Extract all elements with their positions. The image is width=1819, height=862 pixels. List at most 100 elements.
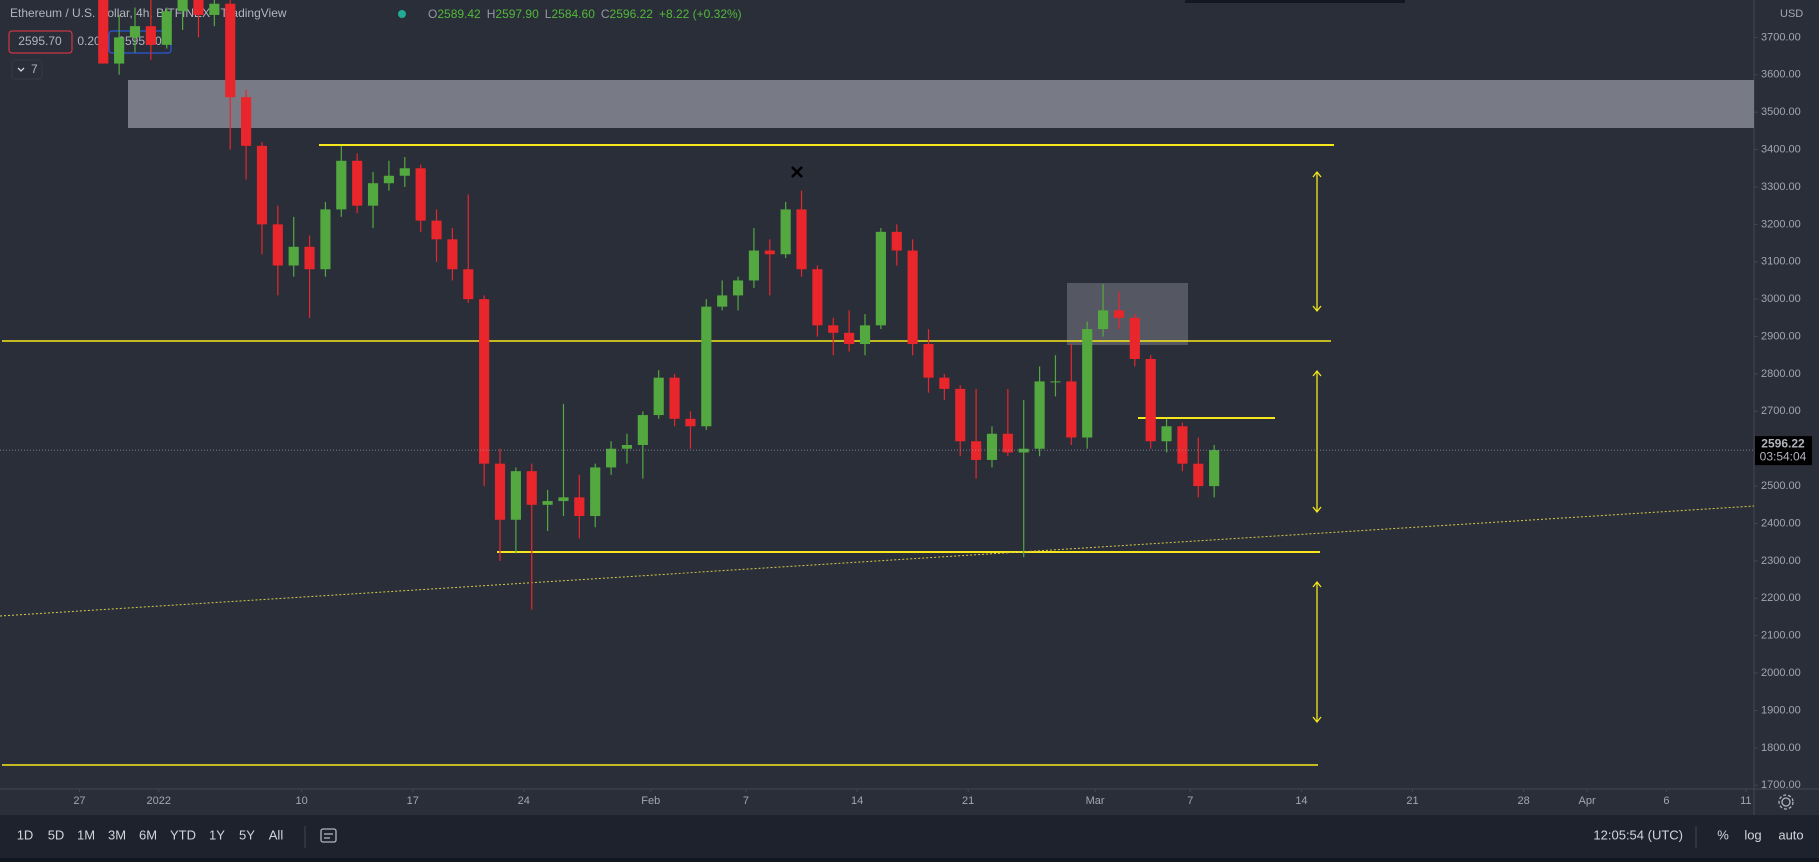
candle-body [986,433,998,460]
sell-price[interactable]: 2595.70 [18,34,62,48]
y-tick-label: 2400.00 [1761,517,1801,529]
y-tick-label: 2300.00 [1761,555,1801,567]
scale-option[interactable]: % [1717,827,1729,842]
x-tick-label: 10 [296,795,308,807]
candle-body [764,250,775,255]
candle-body [812,269,823,326]
candle-body [193,0,204,15]
candle-body [891,231,902,251]
chevron [17,67,25,72]
y-tick-label: 2000.00 [1761,667,1801,679]
x-tick-label: 11 [1740,795,1751,807]
scale-option[interactable]: auto [1778,827,1803,842]
candle-body [225,3,236,98]
countdown: 03:54:04 [1760,449,1807,463]
candle-body [1193,463,1204,487]
x-tick-label: 24 [518,795,530,807]
ohlc-value: 2596.22 [610,7,654,21]
candle-body [494,463,506,520]
candle-body [272,224,283,266]
ohlc-value: 2589.42 [437,7,481,21]
date-range-icon[interactable] [320,828,337,843]
candle-body [1018,448,1029,453]
x-tick-label: 7 [1187,795,1193,807]
candle-body [209,3,220,15]
range-button[interactable]: 6M [139,827,157,842]
price-scale [1754,0,1819,815]
range-button[interactable]: 1M [77,827,95,842]
scale-option[interactable]: log [1744,827,1761,842]
y-tick-label: 3600.00 [1761,69,1801,81]
candle-body [1082,329,1093,438]
candle-body [1161,426,1172,442]
candle-body [907,250,918,345]
x-tick-label: Feb [641,795,660,807]
utc-clock[interactable]: 12:05:54 (UTC) [1593,827,1683,842]
candle-body [526,471,537,505]
candle-body [367,183,379,206]
candle-body [98,0,109,64]
y-tick-label: 1700.00 [1761,779,1801,791]
candle-body [479,299,490,464]
candle-body [844,332,855,345]
x-tick-label: 21 [962,795,974,807]
y-tick-label: 1900.00 [1761,704,1801,716]
cross-marker [791,166,803,178]
range-button[interactable]: 1Y [209,827,225,842]
last-price-box [1755,436,1812,466]
candle-body [955,388,966,442]
x-tick-label: 6 [1663,795,1669,807]
x-tick-label: 2022 [147,795,171,807]
range-arrows [1312,170,1322,724]
candle-body [939,377,950,389]
x-tick-label: 27 [73,795,85,807]
candle-body [574,497,585,517]
candle-body [415,168,426,221]
sell-button[interactable] [8,30,73,54]
candle-body [288,246,299,266]
candle-body [971,441,982,460]
symbol-title: Ethereum / U.S. Dollar, 4h, BITFINEX · T… [10,6,287,20]
y-tick-label: 2700.00 [1761,405,1801,417]
indicators-toggle[interactable] [11,59,43,80]
candle-body [241,97,252,146]
x-tick-label: 21 [1406,795,1418,807]
y-tick-label: 1800.00 [1761,742,1801,754]
candle-body [717,295,728,307]
candles [98,0,1220,610]
y-tick-label: 3500.00 [1761,106,1801,118]
candle-body [780,209,791,255]
candle-body [1034,381,1045,449]
candle-body [796,209,807,270]
range-button[interactable]: 1D [17,827,34,842]
candle-body [352,160,363,206]
candle-body [859,325,871,345]
range-button[interactable]: YTD [170,827,196,842]
candle-body [1145,358,1156,442]
candle-body [621,444,633,449]
last-price-label: 2596.22 [1761,436,1805,450]
candle-body [558,497,569,502]
candle-body [129,26,141,38]
candle-body [431,220,442,240]
candle-body [542,501,553,505]
market-status-dot [398,10,406,18]
range-button[interactable]: 3M [108,827,126,842]
chart-settings-icon[interactable] [1778,794,1794,810]
price-change: +8.22 (+0.32%) [659,7,742,21]
currency[interactable]: USD [1780,8,1803,20]
indicators-count[interactable]: 7 [31,62,38,76]
range-button[interactable]: All [269,827,284,842]
candle-body [320,209,331,270]
y-tick-label: 2900.00 [1761,330,1801,342]
candle-body [637,415,648,445]
y-tick-label: 3100.00 [1761,256,1801,268]
candle-body [875,231,886,326]
candle-body [145,26,156,45]
range-button[interactable]: 5Y [239,827,255,842]
supply-zone [128,80,1754,128]
candle-body [685,418,696,427]
range-button[interactable]: 5D [48,827,65,842]
